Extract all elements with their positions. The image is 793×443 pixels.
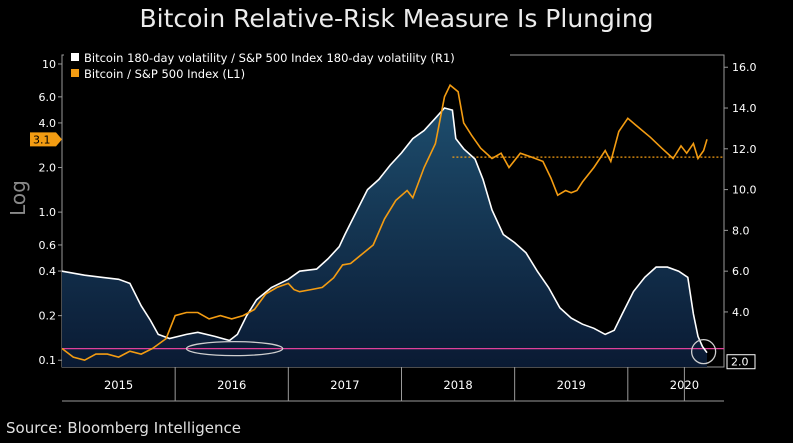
left-tick-label: 6.0 bbox=[39, 91, 57, 104]
left-tick-label: 0.2 bbox=[39, 310, 57, 323]
right-tick-label: 4.0 bbox=[732, 306, 750, 319]
x-tick-label: 2018 bbox=[443, 378, 472, 392]
right-tick-label: 8.0 bbox=[732, 224, 750, 237]
legend-label-volatility: Bitcoin 180-day volatility / S&P 500 Ind… bbox=[84, 51, 455, 65]
left-tick-label: 4.0 bbox=[39, 117, 57, 130]
legend-label-bitcoin: Bitcoin / S&P 500 Index (L1) bbox=[84, 67, 245, 81]
right-tick-label: 12.0 bbox=[732, 143, 757, 156]
left-axis: 10 6.0 4.0 2.0 1.0 0.6 0.4 0.2 0.1 bbox=[39, 58, 62, 367]
right-tick-label: 16.0 bbox=[732, 61, 757, 74]
last-value-text-bitcoin: 3.1 bbox=[33, 133, 51, 146]
right-tick-label: 6.0 bbox=[732, 265, 750, 278]
last-value-text-volatility: 2.0 bbox=[731, 356, 749, 369]
volatility-area bbox=[62, 108, 708, 367]
left-tick-label: 1.0 bbox=[39, 206, 57, 219]
x-axis: 2015 2016 2017 2018 2019 2020 bbox=[62, 367, 724, 402]
legend-swatch-bitcoin bbox=[71, 69, 79, 77]
series-line-bitcoin-sp500 bbox=[61, 83, 708, 362]
right-axis: 16.0 14.0 12.0 10.0 8.0 6.0 4.0 bbox=[724, 61, 757, 319]
series-line-volatility-ratio bbox=[61, 107, 708, 354]
left-tick-label: 0.4 bbox=[39, 265, 57, 278]
annotation-ellipse bbox=[185, 340, 284, 357]
last-value-label-bitcoin: 3.1 bbox=[30, 132, 62, 147]
legend-swatch-volatility bbox=[71, 53, 79, 61]
legend: Bitcoin 180-day volatility / S&P 500 Ind… bbox=[64, 47, 510, 82]
left-tick-label: 10 bbox=[42, 58, 56, 71]
x-tick-label: 2016 bbox=[217, 378, 246, 392]
right-tick-label: 14.0 bbox=[732, 102, 757, 115]
x-tick-label: 2017 bbox=[330, 378, 359, 392]
x-tick-label: 2015 bbox=[104, 378, 133, 392]
x-tick-label: 2020 bbox=[670, 378, 699, 392]
source-note: Source: Bloomberg Intelligence bbox=[6, 419, 241, 437]
left-tick-label: 0.6 bbox=[39, 239, 57, 252]
y-axis-label: Log bbox=[6, 180, 30, 216]
right-tick-label: 10.0 bbox=[732, 184, 757, 197]
chart-title: Bitcoin Relative-Risk Measure Is Plungin… bbox=[139, 4, 654, 33]
left-tick-label: 0.1 bbox=[39, 354, 57, 367]
x-tick-label: 2019 bbox=[557, 378, 586, 392]
annotation-circle bbox=[690, 338, 717, 365]
last-value-label-volatility: 2.0 bbox=[726, 354, 756, 370]
left-tick-label: 2.0 bbox=[39, 162, 57, 175]
